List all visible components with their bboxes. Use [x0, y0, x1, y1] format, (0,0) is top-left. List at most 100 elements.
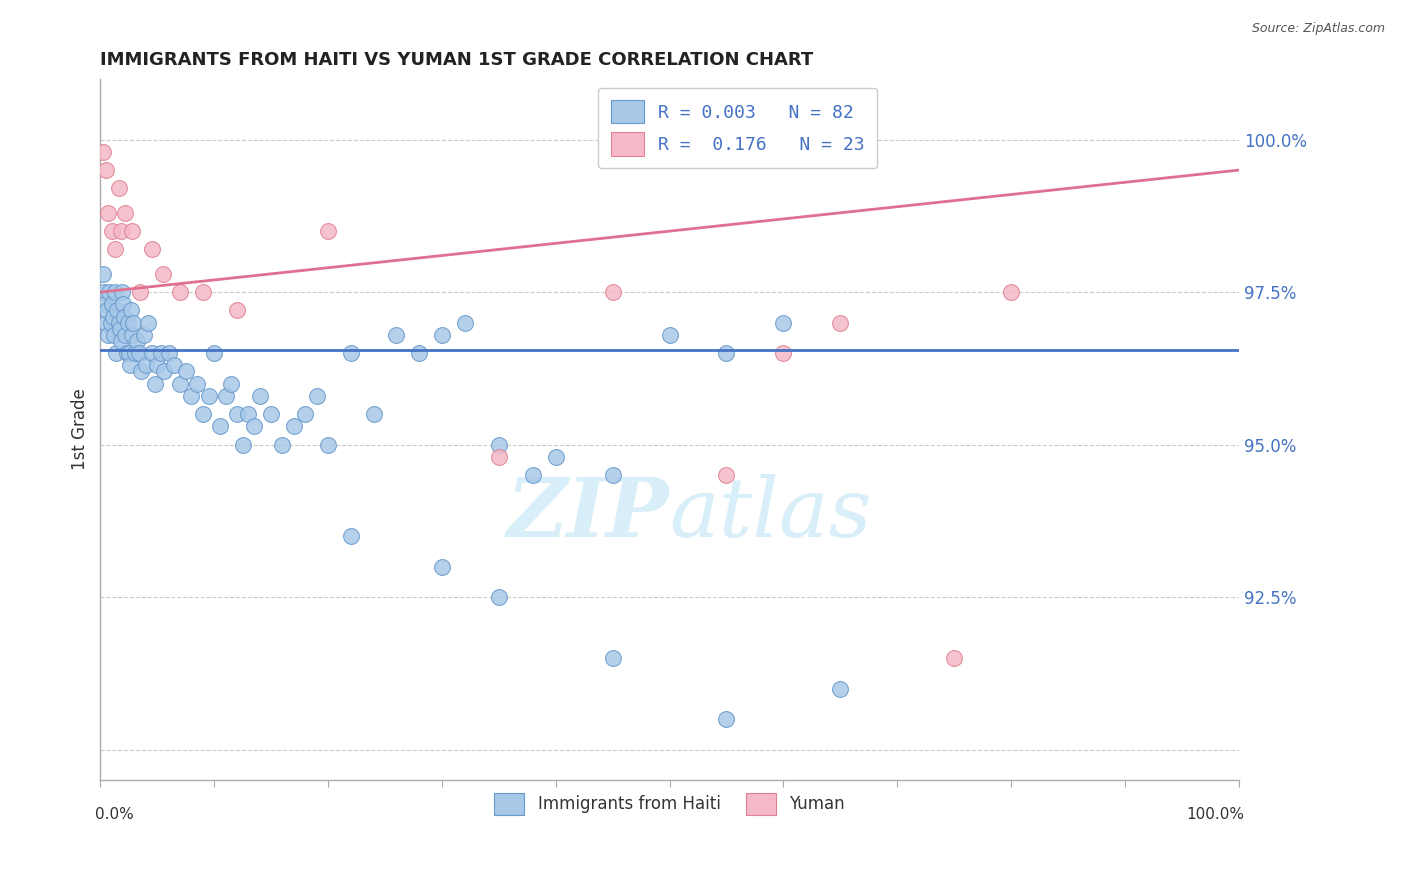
- Point: [117, 316, 139, 330]
- Point: [93, 285, 115, 300]
- Point: [114, 206, 136, 220]
- Point: [163, 359, 186, 373]
- Point: [174, 364, 197, 378]
- Point: [488, 450, 510, 464]
- Point: [115, 346, 138, 360]
- Point: [101, 310, 124, 324]
- Point: [100, 316, 122, 330]
- Point: [169, 285, 191, 300]
- Point: [197, 389, 219, 403]
- Point: [226, 303, 249, 318]
- Point: [219, 376, 242, 391]
- Point: [153, 364, 176, 378]
- Point: [100, 297, 122, 311]
- Legend: Immigrants from Haiti, Yuman: Immigrants from Haiti, Yuman: [485, 783, 855, 824]
- Text: 100.0%: 100.0%: [1187, 807, 1244, 822]
- Point: [108, 322, 131, 336]
- Point: [830, 681, 852, 696]
- Point: [191, 407, 214, 421]
- Point: [191, 285, 214, 300]
- Point: [169, 376, 191, 391]
- Point: [91, 267, 114, 281]
- Point: [186, 376, 208, 391]
- Point: [716, 346, 738, 360]
- Point: [830, 316, 852, 330]
- Point: [453, 316, 475, 330]
- Point: [544, 450, 567, 464]
- Point: [149, 346, 172, 360]
- Point: [125, 334, 148, 348]
- Point: [340, 529, 363, 543]
- Point: [146, 359, 169, 373]
- Point: [180, 389, 202, 403]
- Point: [249, 389, 271, 403]
- Point: [107, 303, 129, 318]
- Point: [1000, 285, 1022, 300]
- Point: [283, 419, 305, 434]
- Point: [143, 376, 166, 391]
- Point: [104, 285, 127, 300]
- Point: [131, 364, 153, 378]
- Point: [135, 359, 157, 373]
- Point: [208, 419, 231, 434]
- Y-axis label: 1st Grade: 1st Grade: [72, 389, 89, 470]
- Point: [107, 181, 129, 195]
- Point: [94, 297, 117, 311]
- Point: [602, 285, 624, 300]
- Point: [91, 145, 114, 159]
- Point: [305, 389, 328, 403]
- Point: [97, 206, 120, 220]
- Point: [121, 327, 143, 342]
- Point: [121, 224, 143, 238]
- Point: [122, 316, 145, 330]
- Point: [294, 407, 316, 421]
- Point: [98, 285, 121, 300]
- Point: [316, 224, 339, 238]
- Point: [129, 285, 152, 300]
- Point: [716, 468, 738, 483]
- Point: [132, 327, 155, 342]
- Point: [141, 243, 163, 257]
- Point: [340, 346, 363, 360]
- Point: [157, 346, 180, 360]
- Point: [110, 224, 132, 238]
- Text: IMMIGRANTS FROM HAITI VS YUMAN 1ST GRADE CORRELATION CHART: IMMIGRANTS FROM HAITI VS YUMAN 1ST GRADE…: [100, 51, 814, 69]
- Point: [602, 468, 624, 483]
- Point: [430, 327, 453, 342]
- Point: [110, 334, 132, 348]
- Point: [105, 346, 128, 360]
- Point: [772, 316, 794, 330]
- Point: [124, 346, 146, 360]
- Point: [96, 303, 118, 318]
- Point: [136, 316, 159, 330]
- Point: [118, 359, 141, 373]
- Point: [385, 327, 408, 342]
- Point: [271, 438, 294, 452]
- Point: [114, 327, 136, 342]
- Point: [152, 267, 174, 281]
- Point: [316, 438, 339, 452]
- Point: [943, 651, 966, 665]
- Point: [488, 438, 510, 452]
- Point: [522, 468, 544, 483]
- Point: [100, 224, 122, 238]
- Point: [408, 346, 430, 360]
- Point: [112, 297, 135, 311]
- Point: [97, 327, 120, 342]
- Point: [602, 651, 624, 665]
- Point: [363, 407, 385, 421]
- Text: ZIP: ZIP: [508, 474, 669, 554]
- Point: [118, 346, 141, 360]
- Point: [430, 559, 453, 574]
- Point: [243, 419, 266, 434]
- Point: [772, 346, 794, 360]
- Point: [202, 346, 225, 360]
- Point: [94, 316, 117, 330]
- Point: [260, 407, 283, 421]
- Point: [111, 285, 134, 300]
- Point: [658, 327, 681, 342]
- Point: [107, 316, 129, 330]
- Point: [112, 310, 135, 324]
- Point: [103, 327, 125, 342]
- Point: [226, 407, 249, 421]
